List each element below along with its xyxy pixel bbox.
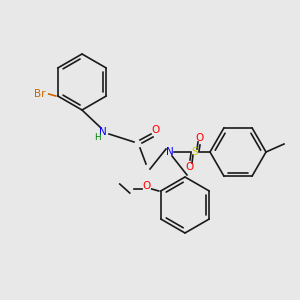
Text: H: H [94, 133, 100, 142]
Text: O: O [142, 181, 151, 191]
Text: O: O [196, 133, 204, 143]
Text: Br: Br [34, 89, 46, 99]
Text: N: N [166, 147, 174, 157]
Text: S: S [192, 147, 198, 157]
Text: O: O [151, 125, 159, 135]
Text: O: O [186, 162, 194, 172]
Text: N: N [99, 127, 107, 137]
